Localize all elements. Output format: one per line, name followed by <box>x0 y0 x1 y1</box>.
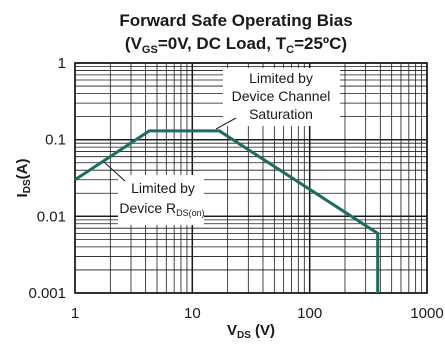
soa-boundary-line <box>74 129 380 293</box>
x-tick-label: 1000 <box>410 305 443 322</box>
annotation-box-saturation <box>223 68 340 126</box>
annotation-line-device-channel: Device Channel <box>232 88 331 104</box>
chart-title-line2: (VGS=0V, DC Load, TC=25ºC) <box>125 34 347 56</box>
y-axis-label: IDS(A) <box>14 159 33 198</box>
x-axis-tick-labels: 1 10 100 1000 <box>71 305 444 322</box>
annotation-line-limited-by-1: Limited by <box>249 70 313 86</box>
annotation-line-device-rdson: Device RDS(on) <box>119 200 204 218</box>
y-tick-label: 0.1 <box>45 132 66 149</box>
y-tick-label: 0.01 <box>37 208 66 225</box>
annotation-line-limited-by-2: Limited by <box>131 180 195 196</box>
x-axis-label: VDS (V) <box>227 322 275 341</box>
x-tick-label: 10 <box>184 305 201 322</box>
annotation-leader-saturation <box>215 117 237 130</box>
x-tick-label: 100 <box>297 305 322 322</box>
y-axis-tick-labels: 0.001 0.01 0.1 1 <box>28 55 66 302</box>
chart-title-line1: Forward Safe Operating Bias <box>119 11 352 30</box>
y-tick-label: 1 <box>58 55 66 72</box>
annotation-leader-rdson <box>103 161 126 182</box>
annotation-device-rdson: Limited by Device RDS(on) <box>103 161 205 225</box>
x-tick-label: 1 <box>71 305 79 322</box>
annotation-line-saturation: Saturation <box>249 106 313 122</box>
y-tick-label: 0.001 <box>28 285 66 302</box>
annotation-box-rdson <box>118 175 204 225</box>
chart-title: Forward Safe Operating Bias (VGS=0V, DC … <box>119 11 352 56</box>
annotation-channel-saturation: Limited by Device Channel Saturation <box>215 68 340 130</box>
